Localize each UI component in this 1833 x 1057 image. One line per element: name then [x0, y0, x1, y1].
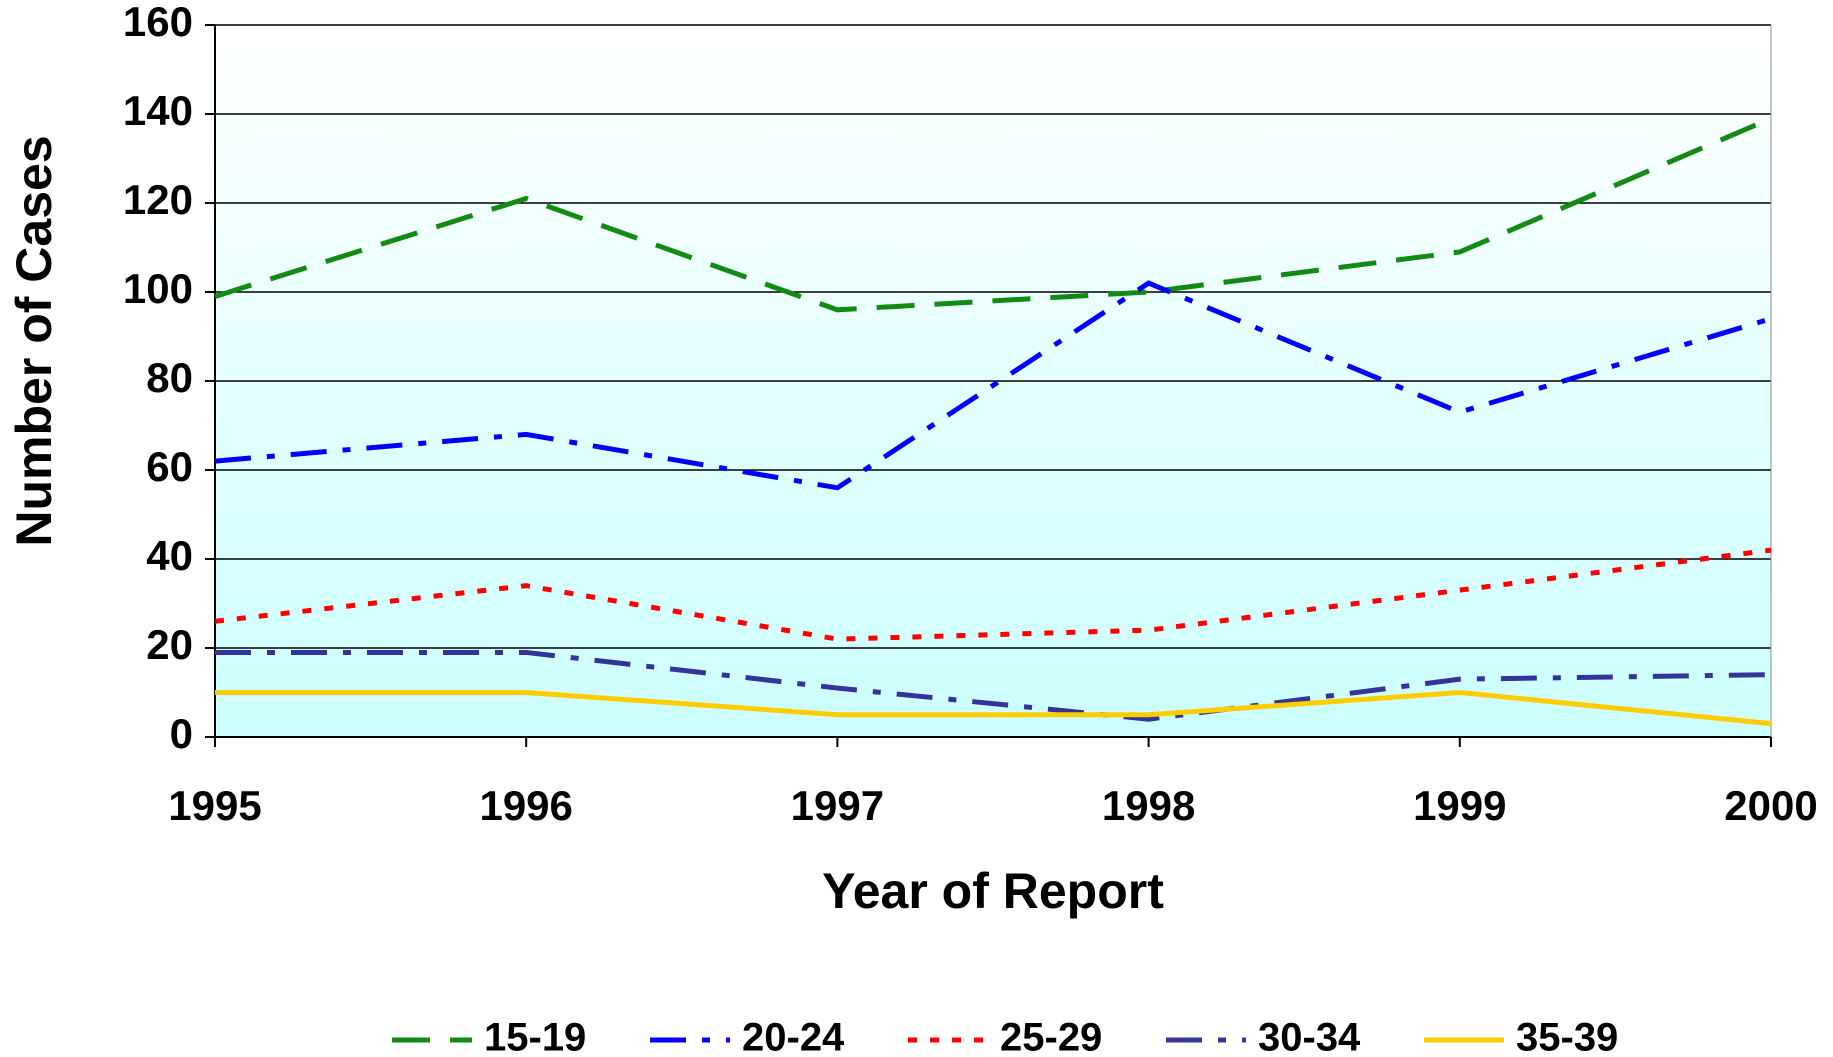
series-line	[215, 689, 1772, 727]
y-tick-label: 140	[123, 87, 193, 134]
x-tick-label: 1995	[168, 782, 261, 829]
y-tick-label: 40	[146, 532, 193, 579]
legend-label: 35-39	[1516, 1016, 1618, 1057]
x-tick-label: 1999	[1413, 782, 1506, 829]
x-tick-label: 1997	[791, 782, 884, 829]
y-tick-label: 120	[123, 176, 193, 223]
series-line	[215, 649, 1772, 722]
y-tick-label: 20	[146, 621, 193, 668]
x-tick-label: 1996	[479, 782, 572, 829]
y-tick-label: 160	[123, 0, 193, 45]
y-axis-title: Number of Cases	[6, 135, 62, 546]
series-line	[214, 116, 1772, 313]
legend-label: 20-24	[742, 1016, 845, 1057]
x-tick-label: 1998	[1102, 782, 1195, 829]
y-tick-label: 60	[146, 443, 193, 490]
legend-label: 25-29	[1000, 1016, 1102, 1057]
x-axis-title: Year of Report	[822, 863, 1164, 919]
legend-label: 30-34	[1258, 1016, 1361, 1057]
y-tick-label: 100	[123, 265, 193, 312]
y-tick-label: 80	[146, 354, 193, 401]
series-line	[214, 547, 1772, 642]
series-line	[214, 280, 1772, 491]
x-tick-label: 2000	[1724, 782, 1817, 829]
legend-label: 15-19	[484, 1016, 586, 1057]
y-tick-label: 0	[170, 710, 193, 757]
